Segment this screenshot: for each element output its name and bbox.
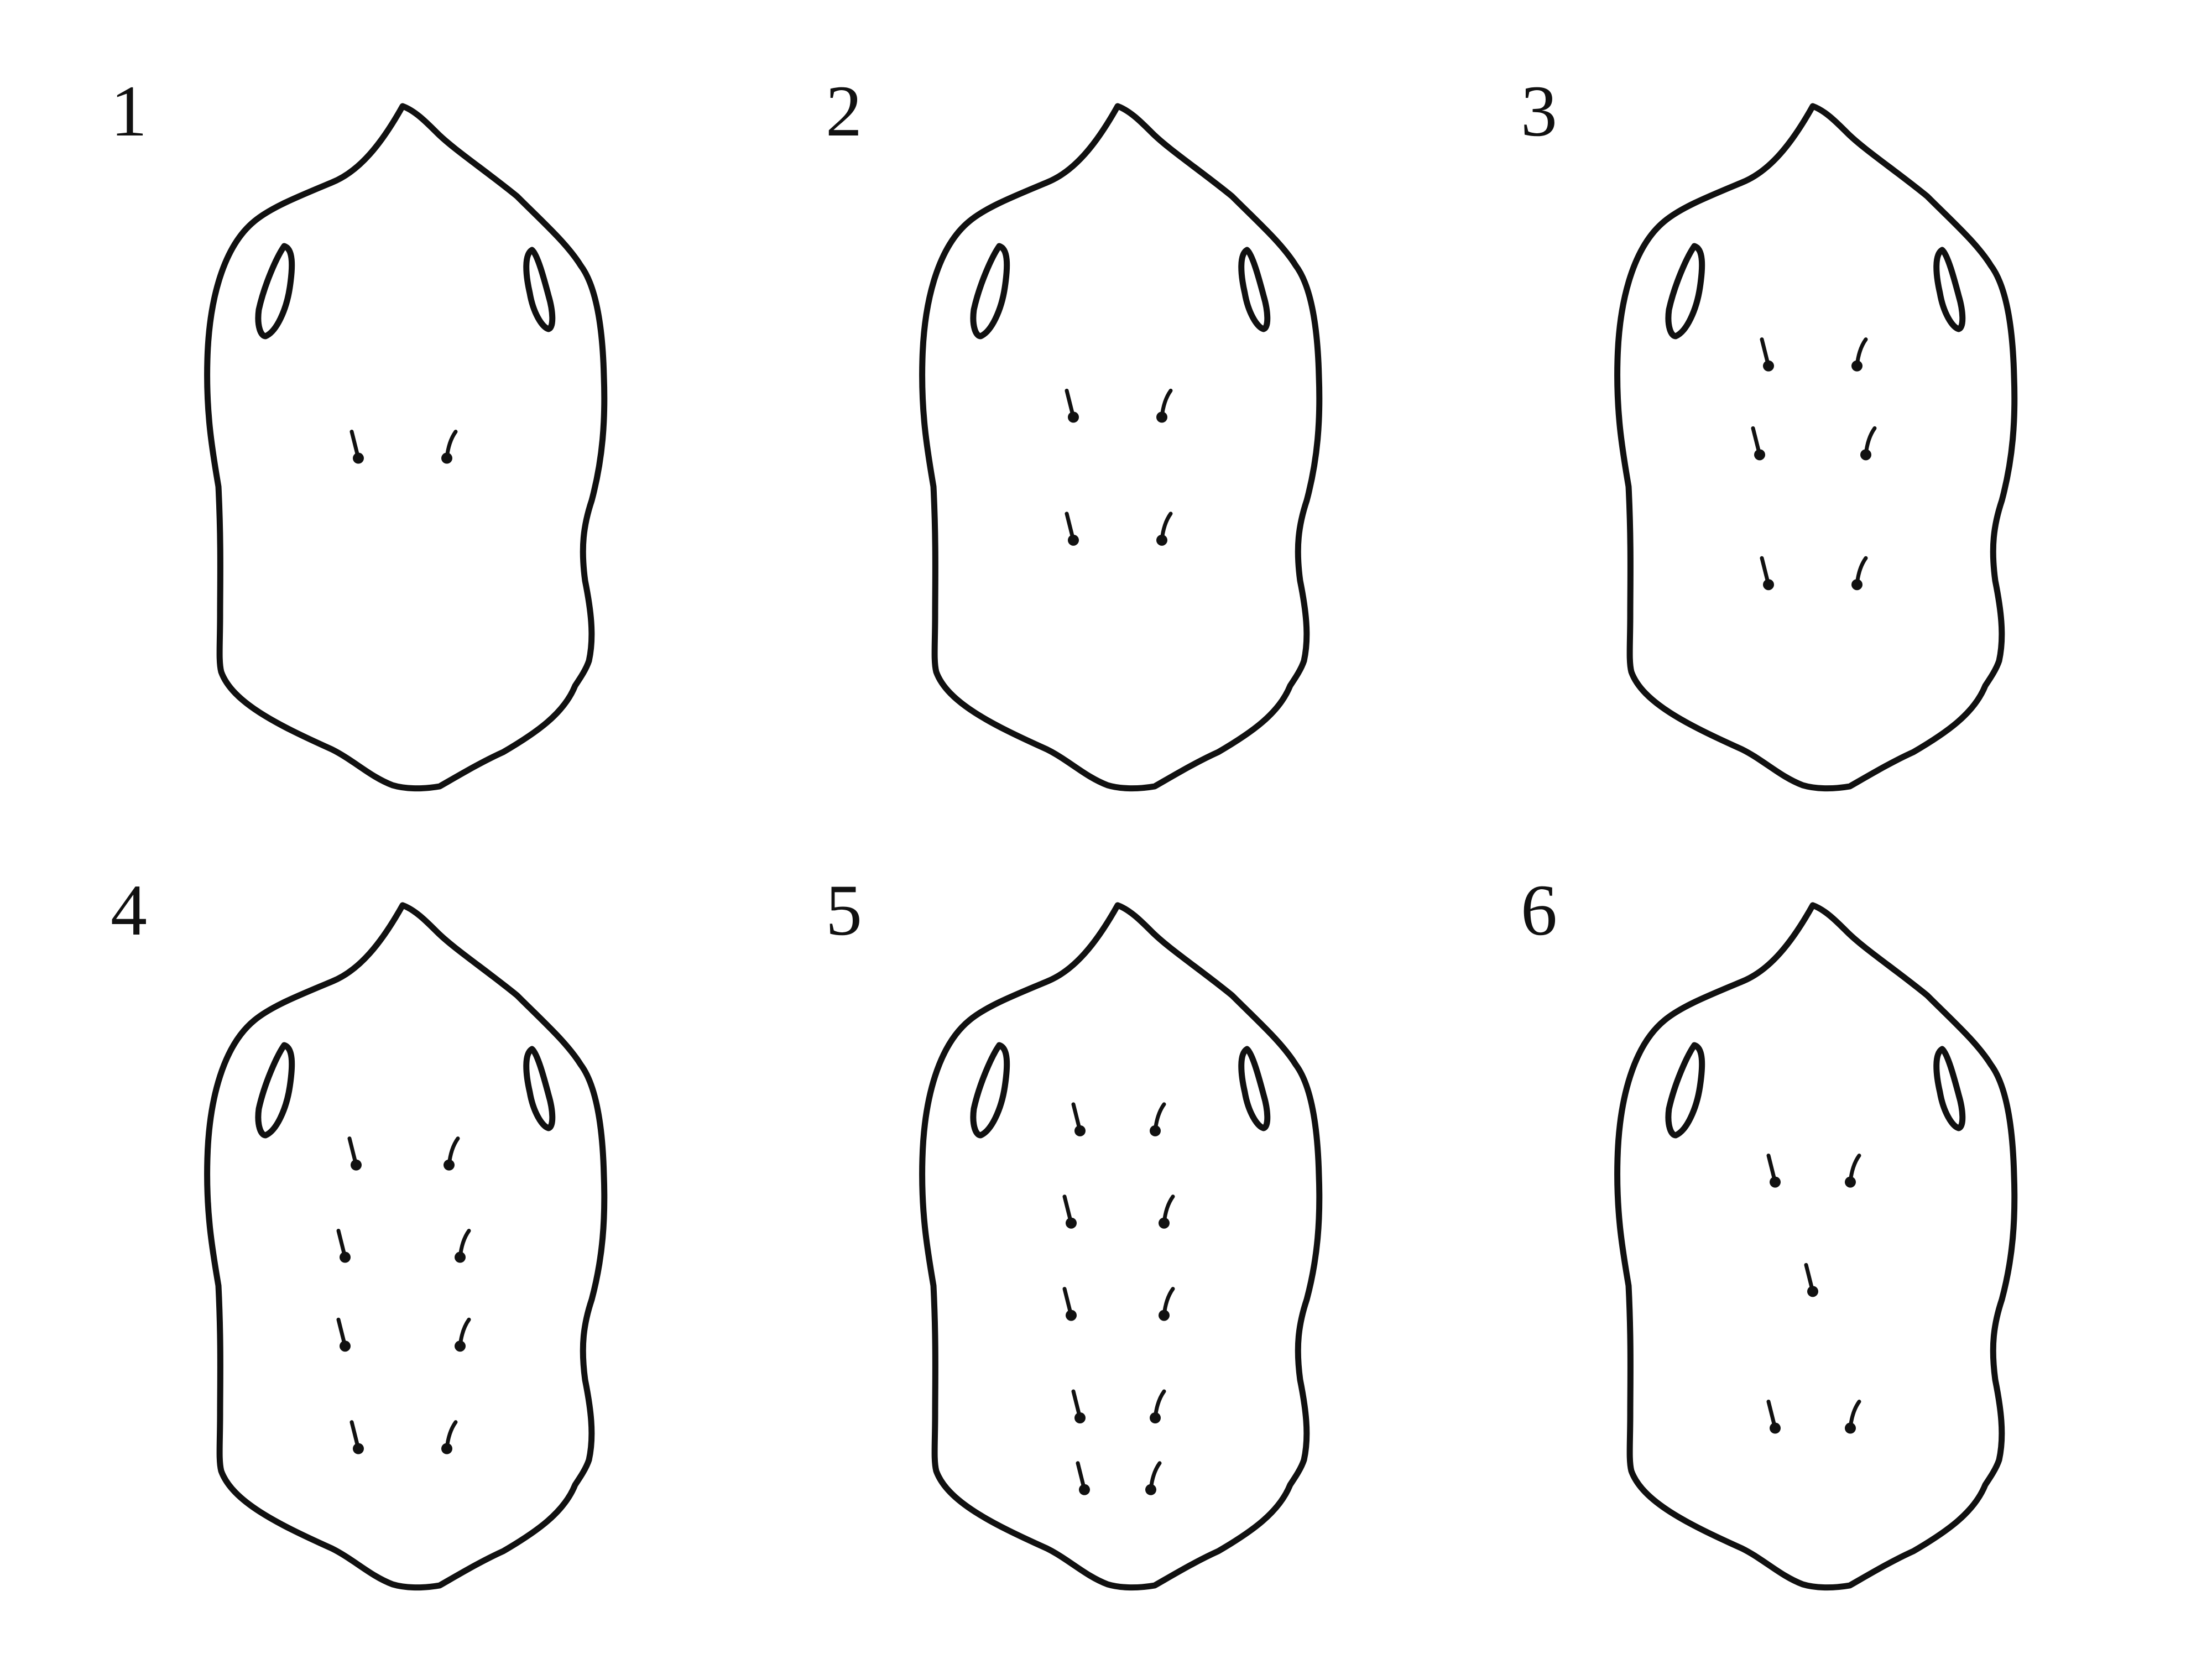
eye-spot-right — [1238, 247, 1271, 332]
eye-spot-left — [1665, 243, 1705, 340]
seta-right — [1156, 388, 1173, 423]
shield-outline — [204, 103, 608, 792]
seta-left — [1065, 388, 1079, 423]
seta-right — [1860, 426, 1877, 461]
seta-right — [1845, 1400, 1861, 1434]
seta-right — [1159, 1194, 1175, 1229]
seta-left — [1062, 1287, 1077, 1321]
eye-spot-right — [523, 1046, 556, 1131]
seta-right — [444, 1136, 460, 1171]
seta-left — [1760, 556, 1774, 591]
eye-spot-right — [1933, 247, 1966, 332]
seta-left — [336, 1229, 351, 1263]
seta-left — [1760, 337, 1774, 372]
panel-1: 1 — [111, 70, 608, 792]
shield-outline — [204, 902, 608, 1591]
shield-outline — [1614, 103, 2018, 792]
panel-5: 5 — [826, 869, 1323, 1591]
seta-right — [441, 1420, 458, 1454]
panel-6: 6 — [1521, 869, 2018, 1591]
setae-group-2 — [1065, 388, 1173, 546]
seta-left — [1751, 426, 1765, 461]
seta-right — [1145, 1461, 1162, 1495]
seta-left — [1065, 512, 1079, 546]
shield-outline — [919, 103, 1323, 792]
setae-group-6 — [1766, 1154, 1861, 1434]
seta-left — [1071, 1389, 1086, 1423]
seta-left — [1062, 1194, 1077, 1229]
seta-right — [1851, 337, 1868, 372]
setae-group-5 — [1062, 1102, 1175, 1495]
panel-number-2: 2 — [826, 70, 862, 152]
seta-right — [1150, 1102, 1166, 1136]
seta-right — [1150, 1389, 1166, 1423]
seta-left — [347, 1136, 362, 1171]
seta-left — [1071, 1102, 1086, 1136]
eye-spot-left — [970, 1042, 1010, 1139]
shield-outline — [919, 902, 1323, 1591]
seta-median — [1804, 1262, 1818, 1297]
setae-group-4 — [336, 1136, 471, 1454]
eye-spot-right — [1933, 1046, 1966, 1131]
seta-left — [1076, 1461, 1090, 1495]
eye-spot-left — [255, 243, 295, 340]
panel-number-4: 4 — [111, 869, 147, 951]
seta-left — [1766, 1154, 1781, 1188]
seta-right — [1851, 556, 1868, 591]
seta-right — [1159, 1287, 1175, 1321]
setae-group-3 — [1751, 337, 1877, 591]
setae-group-1 — [349, 430, 458, 464]
seta-left — [349, 1420, 364, 1454]
seta-right — [441, 430, 458, 464]
seta-right — [455, 1317, 471, 1352]
eye-spot-left — [970, 243, 1010, 340]
eye-spot-right — [1238, 1046, 1271, 1131]
panel-number-5: 5 — [826, 869, 862, 951]
panel-4: 4 — [111, 869, 608, 1591]
eye-spot-left — [1665, 1042, 1705, 1139]
seta-right — [1845, 1154, 1861, 1188]
panel-number-6: 6 — [1521, 869, 1557, 951]
panel-2: 2 — [826, 70, 1323, 792]
panel-3: 3 — [1521, 70, 2018, 792]
panel-number-3: 3 — [1521, 70, 1557, 152]
eye-spot-right — [523, 247, 556, 332]
panel-number-1: 1 — [111, 70, 147, 152]
shield-outline — [1614, 902, 2018, 1591]
eye-spot-left — [255, 1042, 295, 1139]
seta-right — [455, 1229, 471, 1263]
seta-left — [349, 430, 364, 464]
seta-left — [1766, 1400, 1781, 1434]
seta-right — [1156, 512, 1173, 546]
seta-left — [336, 1317, 351, 1352]
